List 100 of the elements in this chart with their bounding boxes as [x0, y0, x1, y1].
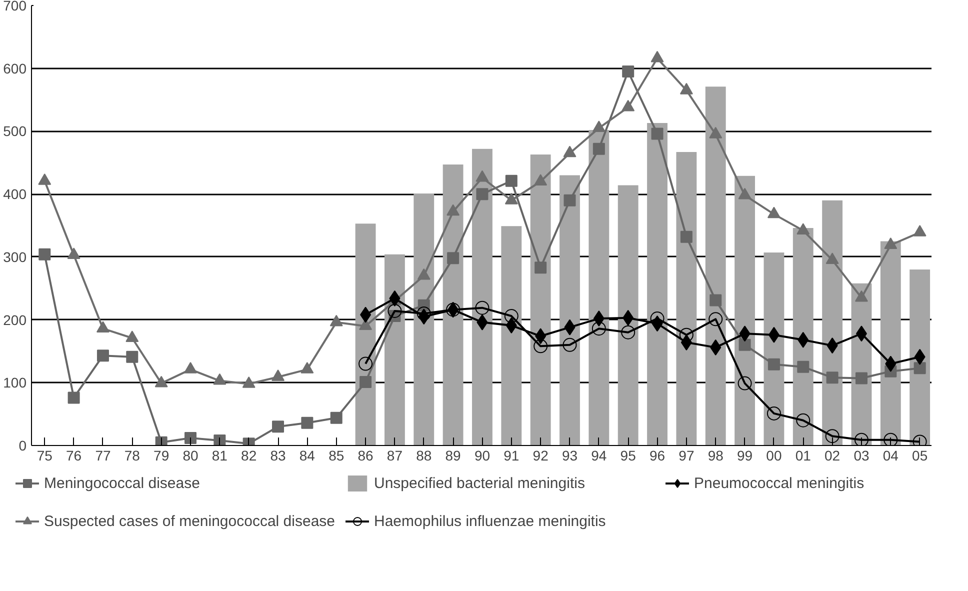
x-tick-label: 91: [504, 448, 520, 464]
legend-label: Unspecified bacterial meningitis: [374, 474, 585, 492]
point: [446, 204, 460, 216]
point: [360, 376, 372, 388]
x-tick-label: 94: [591, 448, 607, 464]
point: [416, 306, 431, 320]
bar: [384, 254, 405, 446]
x-tick-label: 02: [824, 448, 840, 464]
bar: [560, 175, 580, 446]
point: [738, 376, 752, 390]
point: [96, 350, 109, 362]
point: [563, 146, 576, 158]
point: [710, 294, 722, 306]
x-tick-label: 87: [386, 448, 403, 464]
bar: [764, 252, 784, 446]
bar: [647, 123, 668, 446]
x-tick-label: 90: [474, 448, 490, 464]
point: [475, 300, 490, 315]
point: [504, 309, 518, 323]
point: [679, 328, 694, 342]
point: [680, 82, 693, 94]
point: [38, 173, 52, 185]
point: [330, 314, 343, 326]
point: [184, 432, 196, 444]
y-tick-label: 600: [3, 60, 27, 76]
x-tick-label: 75: [36, 448, 53, 464]
x-tick-label: 01: [795, 448, 812, 464]
point: [562, 338, 577, 352]
bar: [588, 130, 610, 446]
point: [68, 392, 80, 404]
point: [534, 339, 548, 354]
point: [826, 372, 838, 384]
point: [534, 262, 547, 274]
x-tick-label: 95: [620, 448, 636, 464]
point: [476, 170, 489, 182]
point: [766, 406, 781, 420]
point: [592, 322, 606, 336]
x-tick-label: 80: [182, 448, 198, 464]
x-tick-label: 81: [212, 448, 228, 464]
x-tick-label: 97: [678, 448, 694, 464]
point: [855, 372, 868, 384]
point: [96, 321, 110, 333]
x-tick-label: 83: [270, 448, 286, 464]
point: [854, 432, 868, 446]
point: [301, 416, 314, 429]
point: [914, 362, 926, 374]
point: [358, 356, 373, 371]
bar: [530, 154, 551, 446]
x-tick-label: 05: [912, 448, 928, 464]
point: [534, 174, 548, 186]
bar: [705, 86, 726, 446]
bar: [472, 148, 492, 446]
point: [621, 325, 636, 340]
point: [476, 188, 488, 200]
point: [913, 224, 926, 236]
point: [417, 268, 430, 280]
point: [797, 360, 810, 373]
point: [622, 100, 635, 112]
x-tick-label: 76: [66, 448, 82, 464]
bar: [501, 226, 522, 446]
x-tick-label: 89: [445, 448, 462, 464]
bar: [910, 270, 930, 446]
point: [38, 248, 51, 260]
point: [447, 252, 460, 264]
x-tick-label: 86: [358, 448, 374, 464]
point: [884, 238, 898, 249]
point: [505, 174, 518, 187]
point: [826, 252, 839, 264]
legend-label: Meningococcal disease: [44, 474, 200, 492]
x-tick-label: 98: [708, 448, 724, 464]
x-tick-label: 03: [854, 448, 870, 464]
y-tick-label: 500: [3, 123, 27, 140]
point: [504, 192, 518, 204]
x-tick-label: 77: [95, 448, 111, 464]
x-tick-label: 79: [154, 448, 170, 464]
x-tick-label: 96: [649, 448, 666, 464]
y-tick-label: 700: [3, 0, 27, 14]
y-tick-label: 200: [3, 312, 27, 328]
point: [272, 420, 284, 433]
point: [854, 290, 868, 302]
bar: [618, 185, 638, 446]
point: [796, 413, 810, 428]
x-tick-label: 88: [416, 448, 432, 464]
x-tick-label: 93: [562, 448, 578, 464]
point: [680, 230, 692, 243]
x-tick-label: 85: [328, 448, 344, 464]
x-tick-label: 82: [241, 448, 257, 464]
bar: [442, 164, 464, 446]
y-tick-label: 0: [18, 438, 27, 454]
x-tick-label: 92: [532, 448, 549, 464]
point: [592, 142, 605, 155]
point: [126, 350, 138, 363]
point: [738, 188, 752, 200]
x-tick-label: 04: [882, 448, 899, 464]
y-tick-label: 100: [3, 374, 27, 391]
point: [126, 330, 139, 342]
point: [825, 429, 840, 444]
point: [67, 248, 80, 260]
legend-label: Haemophilus influenzae meningitis: [374, 512, 606, 530]
point: [650, 50, 664, 62]
